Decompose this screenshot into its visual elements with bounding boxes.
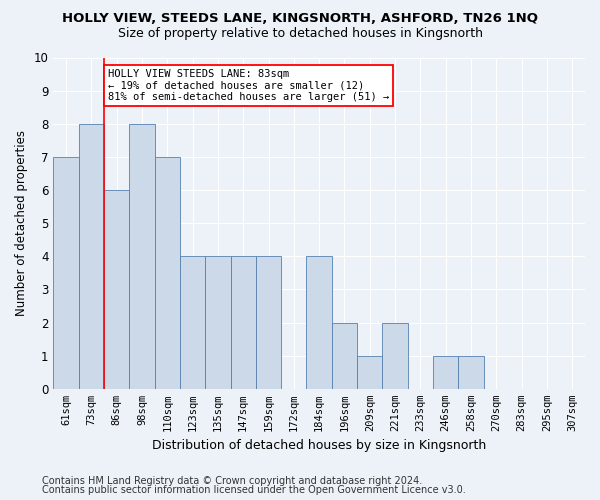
Bar [332,322,357,389]
Bar [256,256,281,389]
Text: Contains HM Land Registry data © Crown copyright and database right 2024.: Contains HM Land Registry data © Crown c… [42,476,422,486]
Bar [307,256,332,389]
Text: HOLLY VIEW, STEEDS LANE, KINGSNORTH, ASHFORD, TN26 1NQ: HOLLY VIEW, STEEDS LANE, KINGSNORTH, ASH… [62,12,538,26]
Y-axis label: Number of detached properties: Number of detached properties [15,130,28,316]
Bar [382,322,408,389]
Bar [357,356,382,389]
Bar [180,256,205,389]
Text: Contains public sector information licensed under the Open Government Licence v3: Contains public sector information licen… [42,485,466,495]
Bar [433,356,458,389]
Bar [205,256,230,389]
Bar [53,157,79,389]
Bar [155,157,180,389]
Bar [79,124,104,389]
X-axis label: Distribution of detached houses by size in Kingsnorth: Distribution of detached houses by size … [152,440,486,452]
Bar [104,190,129,389]
Bar [230,256,256,389]
Bar [458,356,484,389]
Bar [129,124,155,389]
Text: Size of property relative to detached houses in Kingsnorth: Size of property relative to detached ho… [118,28,482,40]
Text: HOLLY VIEW STEEDS LANE: 83sqm
← 19% of detached houses are smaller (12)
81% of s: HOLLY VIEW STEEDS LANE: 83sqm ← 19% of d… [108,69,389,102]
